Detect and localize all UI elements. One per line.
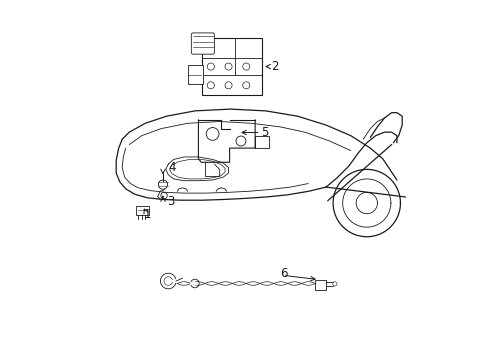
FancyBboxPatch shape: [187, 65, 202, 84]
Text: 3: 3: [167, 195, 175, 208]
FancyBboxPatch shape: [202, 38, 262, 95]
Text: 4: 4: [168, 161, 175, 174]
FancyBboxPatch shape: [191, 33, 214, 54]
Text: 6: 6: [279, 267, 287, 280]
FancyBboxPatch shape: [315, 280, 325, 289]
FancyBboxPatch shape: [136, 206, 148, 215]
Text: 1: 1: [143, 208, 151, 221]
Text: 5: 5: [261, 126, 268, 139]
Text: 2: 2: [270, 60, 278, 73]
